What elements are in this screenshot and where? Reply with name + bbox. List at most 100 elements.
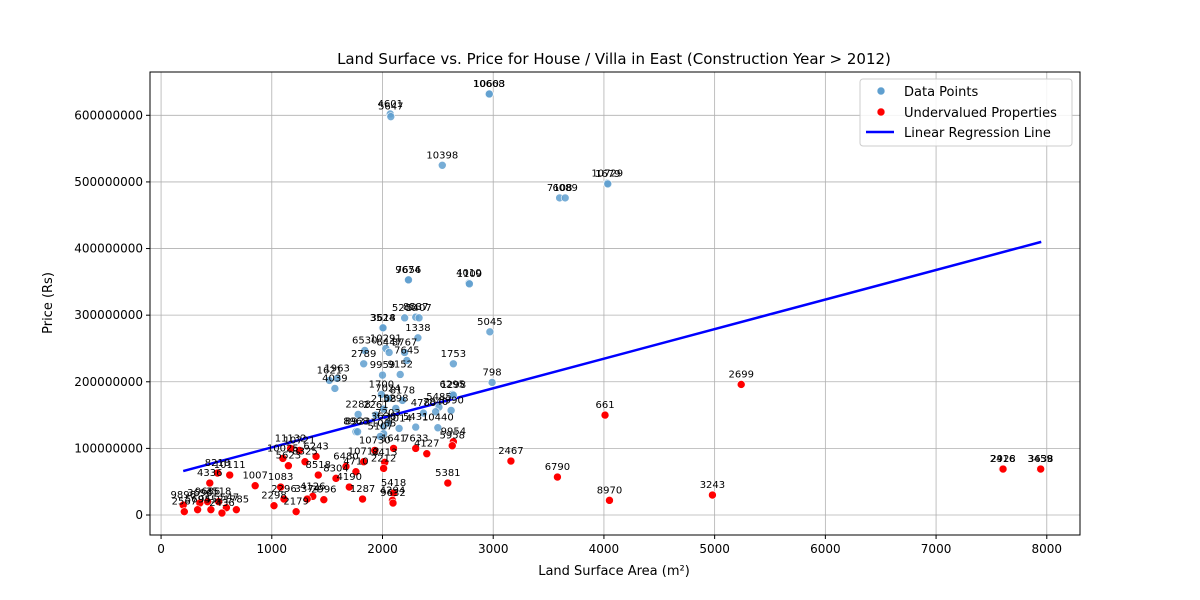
undervalued-point: [276, 482, 285, 492]
regression-line: [182, 240, 1042, 473]
point-label: 8923: [345, 417, 370, 428]
point-label: 6447: [376, 337, 401, 348]
point-label: 2212: [371, 453, 396, 464]
data-point: [413, 333, 423, 343]
x-axis-label: Land Surface Area (m²): [538, 564, 690, 579]
point-label: 2179: [283, 497, 308, 508]
undervalued-point: [341, 462, 351, 471]
point-label: 5200: [392, 303, 417, 314]
point-label: 10440: [422, 413, 454, 424]
data-point: [330, 384, 340, 393]
undervalued-point: [250, 481, 260, 491]
data-point: [371, 410, 381, 420]
point-label: 10291: [370, 333, 402, 344]
data-point: [437, 160, 447, 170]
data-point: [377, 390, 386, 399]
point-label: 6530: [352, 335, 377, 346]
undervalued-point: [358, 494, 367, 504]
point-label: 8968: [343, 417, 368, 428]
undervalued-point: [269, 501, 279, 510]
point-label: 2467: [498, 446, 523, 457]
point-label: 10398: [426, 150, 458, 161]
chart-title: Land Surface vs. Price for House / Villa…: [337, 50, 891, 68]
point-label: 9674: [395, 265, 420, 276]
data-point: [391, 404, 401, 413]
data-point: [402, 356, 412, 365]
point-label: 1338: [405, 323, 430, 334]
data-point: [379, 404, 388, 414]
data-point: [359, 359, 368, 369]
point-label: 4710: [343, 457, 368, 468]
point-label: 2928: [990, 454, 1015, 465]
undervalued-point: [295, 446, 304, 455]
point-label: 1753: [441, 349, 466, 360]
undervalued-point: [389, 444, 398, 453]
data-point: [603, 179, 613, 189]
undervalued-point: [319, 495, 329, 504]
undervalued-point: [736, 380, 746, 389]
grid: [150, 72, 1080, 535]
y-tick-label: 300000000: [74, 308, 143, 322]
legend-label-undervalued: Undervalued Properties: [904, 106, 1057, 121]
y-tick-label: 200000000: [74, 375, 143, 389]
undervalued-point: [600, 410, 610, 420]
undervalued-point: [331, 474, 341, 483]
data-point: [400, 348, 409, 357]
point-label: 5485: [426, 392, 451, 403]
data-point: [383, 394, 393, 403]
point-label: 4010: [456, 268, 481, 279]
legend-marker-undervalued: [876, 107, 886, 117]
point-label: 10729: [591, 168, 623, 179]
x-tick-label: 3000: [478, 542, 509, 556]
point-label: 8413: [372, 447, 397, 458]
point-label: 1700: [369, 379, 394, 390]
point-label: 2996: [311, 485, 336, 496]
point-label: 6480: [333, 451, 358, 462]
data-point: [560, 193, 570, 203]
point-label: 3638: [1028, 454, 1053, 465]
point-label: 2108: [371, 394, 396, 405]
data-point: [487, 378, 497, 387]
data-point: [325, 376, 334, 385]
point-label: 7645: [394, 345, 419, 356]
undervalued-point: [193, 505, 202, 514]
x-tick-label: 1000: [257, 542, 288, 556]
point-label: 11132: [275, 433, 307, 444]
point-label: 7024: [375, 383, 400, 394]
point-label: 9959: [370, 360, 395, 371]
point-label: 4039: [322, 373, 347, 384]
point-label: 7203: [375, 408, 400, 419]
point-label: 10111: [214, 460, 246, 471]
point-label: 5045: [477, 317, 502, 328]
point-label: 2296: [271, 484, 296, 495]
regression-line-layer: [182, 240, 1042, 473]
point-label: 5958: [440, 431, 465, 442]
point-label: 5694: [185, 495, 210, 506]
data-point: [386, 112, 396, 121]
point-label: 3618: [370, 313, 395, 324]
point-label: 6295: [440, 379, 465, 390]
undervalued-point: [388, 498, 398, 508]
point-label: 10721: [284, 435, 316, 446]
point-label: 661: [595, 400, 614, 411]
data-point: [378, 370, 387, 380]
point-label: 4294: [380, 485, 405, 496]
undervalued-point: [206, 505, 216, 514]
point-label: 7840: [423, 397, 448, 408]
x-tick-label: 4000: [589, 542, 620, 556]
data-point: [449, 390, 458, 400]
undervalued-point: [225, 470, 235, 480]
point-label: 10730: [359, 435, 391, 446]
point-label: 8178: [390, 385, 415, 396]
legend: Data Points Undervalued Properties Linea…: [859, 78, 1073, 147]
point-label: 4127: [414, 439, 439, 450]
data-point: [485, 327, 495, 337]
point-label: 1298: [441, 380, 466, 391]
point-label: 1963: [324, 363, 349, 374]
point-label: 5418: [381, 478, 406, 489]
point-label: 3524: [370, 313, 395, 324]
undervalued-point: [359, 457, 368, 467]
point-label: 5298: [383, 393, 408, 404]
